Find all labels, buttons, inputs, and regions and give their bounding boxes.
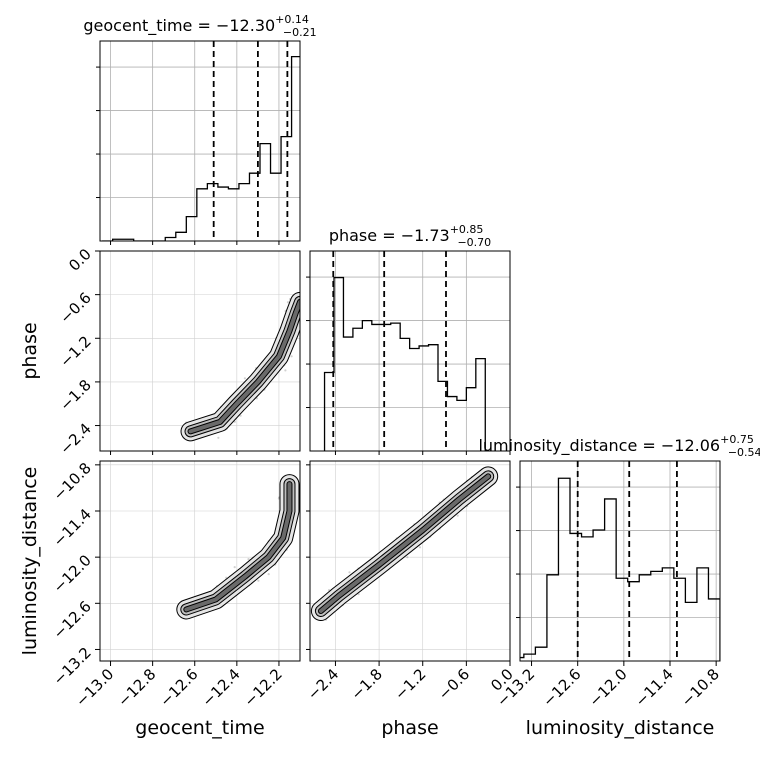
histogram-luminosity_distance [520, 477, 720, 661]
scatter-point [301, 310, 303, 312]
scatter-point [300, 312, 302, 314]
x-tick-label: −12.4 [198, 665, 243, 710]
scatter-point [302, 302, 304, 304]
scatter-point [301, 300, 303, 302]
scatter-point [290, 355, 293, 358]
contour-level-fill [181, 292, 300, 441]
title-phase: phase = −1.73+0.85 −0.70 [329, 223, 491, 249]
scatter-point [243, 377, 246, 380]
x-tick-label: −1.2 [391, 665, 429, 703]
scatter-point [418, 546, 422, 549]
scatter-point [456, 514, 459, 517]
y-tick-label: −12.6 [50, 597, 95, 642]
x-axis-label-geocent_time: geocent_time [135, 717, 264, 739]
scatter-point [247, 558, 250, 561]
contour-level-fill [188, 299, 300, 434]
x-tick-label: −0.6 [435, 665, 473, 703]
scatter-point [303, 310, 305, 312]
scatter-point [302, 314, 304, 316]
y-tick-label: −10.8 [50, 459, 95, 504]
scatter-point [302, 300, 304, 302]
title-geocent_time: geocent_time = −12.30+0.14 −0.21 [83, 13, 316, 39]
histogram-phase [323, 276, 486, 451]
scatter-point [305, 311, 307, 313]
scatter-point [301, 303, 303, 305]
scatter-point [301, 309, 303, 311]
panel-frame-1-1 [309, 250, 511, 452]
x-tick-label: −12.6 [539, 665, 584, 710]
scatter-point [307, 315, 309, 317]
y-tick-label: −1.2 [56, 332, 94, 370]
y-tick-label: 0.0 [65, 245, 95, 275]
contour-level-fill [184, 482, 292, 612]
scatter-point [302, 300, 304, 302]
y-tick-label: −11.4 [50, 505, 95, 550]
scatter-point [301, 300, 303, 302]
scatter-point [301, 308, 303, 310]
scatter-point [301, 302, 303, 304]
scatter-point [277, 497, 280, 500]
title-luminosity_distance: luminosity_distance = −12.06+0.75 −0.54 [478, 433, 760, 459]
y-axis-label-phase: phase [19, 322, 41, 379]
scatter-point [348, 571, 351, 574]
x-tick-label: −12.8 [114, 665, 159, 710]
panel-frame-0-1 [99, 250, 301, 452]
x-tick-label: −11.4 [632, 665, 677, 710]
x-axis-label-luminosity_distance: luminosity_distance [526, 717, 715, 739]
scatter-point [257, 579, 260, 582]
scatter-point [301, 315, 303, 317]
x-tick-label: −1.8 [347, 665, 385, 703]
scatter-point [304, 316, 306, 318]
scatter-point [406, 556, 409, 559]
scatter-point [233, 420, 236, 423]
y-tick-label: −2.4 [56, 420, 94, 458]
scatter-point [301, 325, 303, 327]
x-tick-label: −12.2 [241, 665, 286, 710]
scatter-point [239, 414, 242, 417]
x-tick-label: −2.4 [304, 665, 342, 703]
scatter-point [304, 512, 306, 514]
scatter-point [301, 319, 303, 321]
scatter-point [302, 320, 304, 322]
x-tick-label: −12.0 [585, 665, 630, 710]
panel-frame-1-2 [309, 460, 511, 662]
scatter-point [301, 306, 303, 308]
histogram-geocent_time [102, 56, 300, 241]
scatter-point [302, 304, 304, 306]
scatter-point [302, 300, 304, 302]
contour-level-fill [318, 474, 491, 613]
panel-frame-2-2 [519, 460, 721, 662]
y-tick-label: −1.8 [56, 376, 94, 414]
scatter-point [217, 436, 220, 439]
scatter-point [267, 573, 270, 576]
density-contours [180, 291, 300, 442]
panel-frame-0-2 [99, 460, 301, 662]
x-tick-label: −12.6 [156, 665, 201, 710]
x-tick-label: −10.8 [678, 665, 723, 710]
scatter-point [306, 303, 308, 305]
density-contours [310, 466, 499, 621]
scatter-point [233, 566, 236, 569]
scatter-point [286, 301, 289, 304]
y-tick-label: −0.6 [56, 289, 94, 327]
density-contours [176, 474, 300, 620]
y-tick-label: −12.0 [50, 551, 95, 596]
scatter-point [302, 303, 304, 305]
x-axis-label-phase: phase [381, 717, 438, 739]
scatter-point [302, 307, 304, 309]
scatter-point [301, 321, 303, 323]
y-axis-label-luminosity_distance: luminosity_distance [19, 467, 41, 656]
panel-frame-0-0 [99, 40, 301, 242]
scatter-point [303, 318, 305, 320]
scatter-point [284, 369, 287, 372]
